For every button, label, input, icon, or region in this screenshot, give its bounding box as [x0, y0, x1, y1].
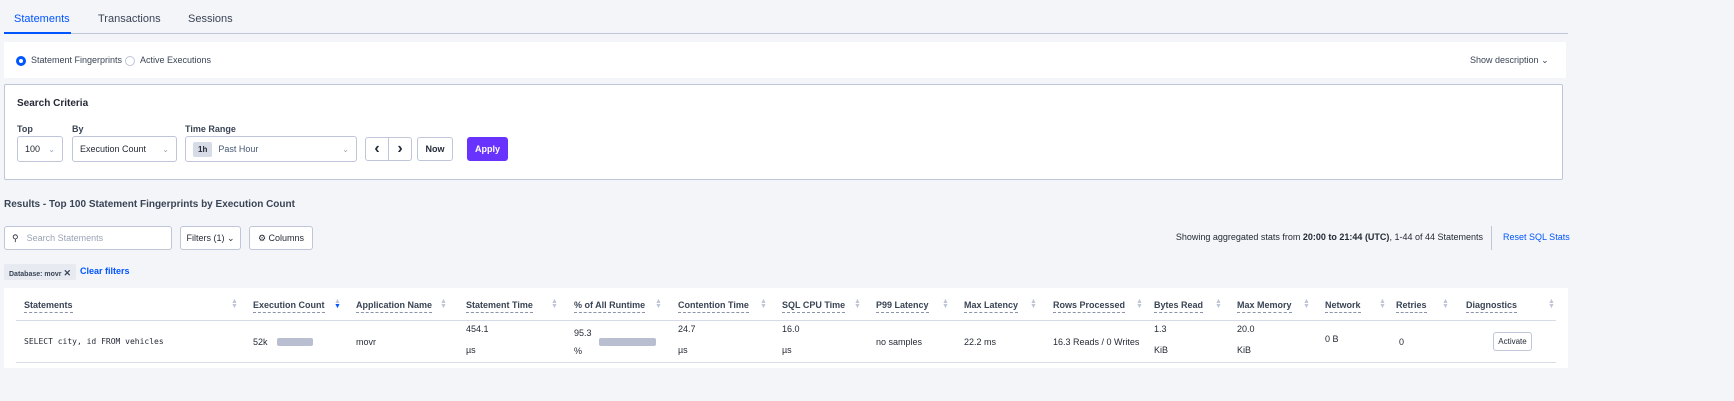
- statements-table: [4, 288, 1568, 368]
- pct-runtime: 95.3: [574, 328, 592, 338]
- close-icon[interactable]: ✕: [63, 268, 72, 278]
- sort-icon[interactable]: ▲ ▼: [760, 298, 767, 310]
- column-header-diagnostics[interactable]: Diagnostics: [1466, 300, 1518, 313]
- contention-time-unit: µs: [678, 345, 688, 355]
- statement-link[interactable]: SELECT city, id FROM vehicles: [24, 337, 164, 346]
- sort-icon[interactable]: ▲ ▼: [1030, 298, 1037, 310]
- activate-diagnostics-button[interactable]: Activate: [1493, 332, 1532, 351]
- sort-icon[interactable]: ▲ ▼: [1379, 298, 1386, 310]
- column-header-max-latency[interactable]: Max Latency: [964, 300, 1019, 313]
- next-time-button[interactable]: ›: [388, 137, 412, 161]
- chevron-down-icon: ⌄: [342, 144, 349, 154]
- column-header-statement-time[interactable]: Statement Time: [466, 300, 533, 313]
- column-header-rows-processed[interactable]: Rows Processed: [1053, 300, 1126, 313]
- now-button[interactable]: Now: [417, 137, 453, 161]
- sort-icon[interactable]: ▲ ▼: [231, 298, 238, 310]
- sort-icon[interactable]: ▲ ▼: [1136, 298, 1143, 310]
- reset-sql-stats-link[interactable]: Reset SQL Stats: [1503, 232, 1570, 242]
- sort-icon[interactable]: ▲ ▼: [440, 298, 447, 310]
- sort-icon[interactable]: ▲ ▼: [854, 298, 861, 310]
- column-header-application-name[interactable]: Application Name: [356, 300, 433, 313]
- bytes-read: 1.3: [1154, 324, 1167, 334]
- filter-chip: Database: movr ✕: [4, 264, 77, 280]
- top-select[interactable]: 100 ⌄: [17, 136, 63, 162]
- by-label: By: [72, 124, 84, 134]
- tab-sessions[interactable]: Sessions: [188, 13, 233, 25]
- sort-icon[interactable]: ▲ ▼: [1548, 298, 1555, 310]
- radio-active-executions[interactable]: Active Executions: [125, 55, 211, 66]
- radio-selected-icon: [16, 55, 26, 66]
- network: 0 B: [1325, 334, 1339, 344]
- sql-cpu-time-unit: µs: [782, 345, 792, 355]
- p99-latency: no samples: [876, 337, 923, 347]
- time-range-label: Time Range: [185, 124, 236, 134]
- max-memory-unit: KiB: [1237, 345, 1252, 355]
- search-icon: ⚲: [12, 232, 19, 243]
- time-badge: 1h: [193, 142, 213, 157]
- header-divider: [16, 320, 1556, 321]
- previous-time-button[interactable]: ‹: [365, 137, 389, 161]
- rows-processed: 16.3 Reads / 0 Writes: [1053, 337, 1140, 347]
- show-description-toggle[interactable]: Show description ⌄: [1470, 55, 1549, 65]
- sort-icon[interactable]: ▲ ▼: [1303, 298, 1310, 310]
- retries: 0: [1399, 337, 1405, 347]
- top-label: Top: [17, 124, 33, 134]
- active-tab-indicator: [4, 32, 71, 34]
- columns-button[interactable]: ⚙ Columns: [249, 226, 313, 250]
- pct-runtime-bar: [599, 338, 657, 346]
- execution-count-bar: [277, 338, 313, 346]
- statement-time: 454.1: [466, 324, 489, 334]
- sort-icon[interactable]: ▲ ▼: [655, 298, 662, 310]
- row-divider: [16, 362, 1556, 363]
- sort-icon[interactable]: ▲ ▼: [334, 298, 341, 310]
- search-criteria-card: Search Criteria Top 100 ⌄ By Execution Co…: [4, 84, 1563, 180]
- sort-icon[interactable]: ▲ ▼: [942, 298, 949, 310]
- column-header-contention-time[interactable]: Contention Time: [678, 300, 749, 313]
- sort-icon[interactable]: ▲ ▼: [551, 298, 558, 310]
- search-statements-input[interactable]: ⚲ Search Statements: [4, 226, 172, 250]
- column-header--of-all-runtime[interactable]: % of All Runtime: [574, 300, 646, 313]
- clear-filters-link[interactable]: Clear filters: [80, 266, 130, 276]
- column-header-network[interactable]: Network: [1325, 300, 1361, 313]
- bytes-read-unit: KiB: [1154, 345, 1169, 355]
- column-header-max-memory[interactable]: Max Memory: [1237, 300, 1292, 313]
- max-memory: 20.0: [1237, 324, 1255, 334]
- tab-transactions[interactable]: Transactions: [98, 13, 161, 25]
- execution-count: 52k: [253, 337, 268, 347]
- radio-statement-fingerprints[interactable]: Statement Fingerprints: [16, 55, 122, 66]
- filters-button[interactable]: Filters (1) ⌄: [180, 226, 241, 250]
- column-header-execution-count[interactable]: Execution Count: [253, 300, 325, 313]
- column-header-sql-cpu-time[interactable]: SQL CPU Time: [782, 300, 846, 313]
- by-select[interactable]: Execution Count ⌄: [72, 136, 177, 162]
- gear-icon: ⚙: [257, 232, 267, 243]
- apply-button[interactable]: Apply: [467, 137, 508, 161]
- contention-time: 24.7: [678, 324, 696, 334]
- chevron-down-icon: ⌄: [226, 232, 235, 243]
- chevron-down-icon: ⌄: [162, 144, 169, 154]
- time-range-select[interactable]: 1h Past Hour ⌄: [185, 136, 357, 162]
- statement-time-unit: µs: [466, 345, 476, 355]
- chevron-down-icon: ⌄: [48, 144, 55, 154]
- radio-unselected-icon: [125, 55, 135, 66]
- application-name: movr: [356, 337, 376, 347]
- divider: [1491, 226, 1492, 250]
- chevron-down-icon: ⌄: [1541, 55, 1549, 65]
- sql-cpu-time: 16.0: [782, 324, 800, 334]
- pct-runtime-unit: %: [574, 346, 583, 356]
- results-title: Results - Top 100 Statement Fingerprints…: [4, 199, 295, 210]
- tab-statements[interactable]: Statements: [14, 13, 70, 25]
- max-latency: 22.2 ms: [964, 337, 997, 347]
- sort-icon[interactable]: ▲ ▼: [1215, 298, 1222, 310]
- column-header-bytes-read[interactable]: Bytes Read: [1154, 300, 1204, 313]
- column-header-p99-latency[interactable]: P99 Latency: [876, 300, 929, 313]
- view-mode-card: Statement Fingerprints Active Executions…: [4, 42, 1566, 78]
- column-header-retries[interactable]: Retries: [1396, 300, 1427, 313]
- tab-bar: Statements Transactions Sessions: [4, 0, 1568, 34]
- search-criteria-title: Search Criteria: [17, 98, 89, 109]
- column-header-statements[interactable]: Statements: [24, 300, 73, 313]
- stats-summary: Showing aggregated stats from 20:00 to 2…: [1175, 232, 1483, 242]
- sort-icon[interactable]: ▲ ▼: [1442, 298, 1449, 310]
